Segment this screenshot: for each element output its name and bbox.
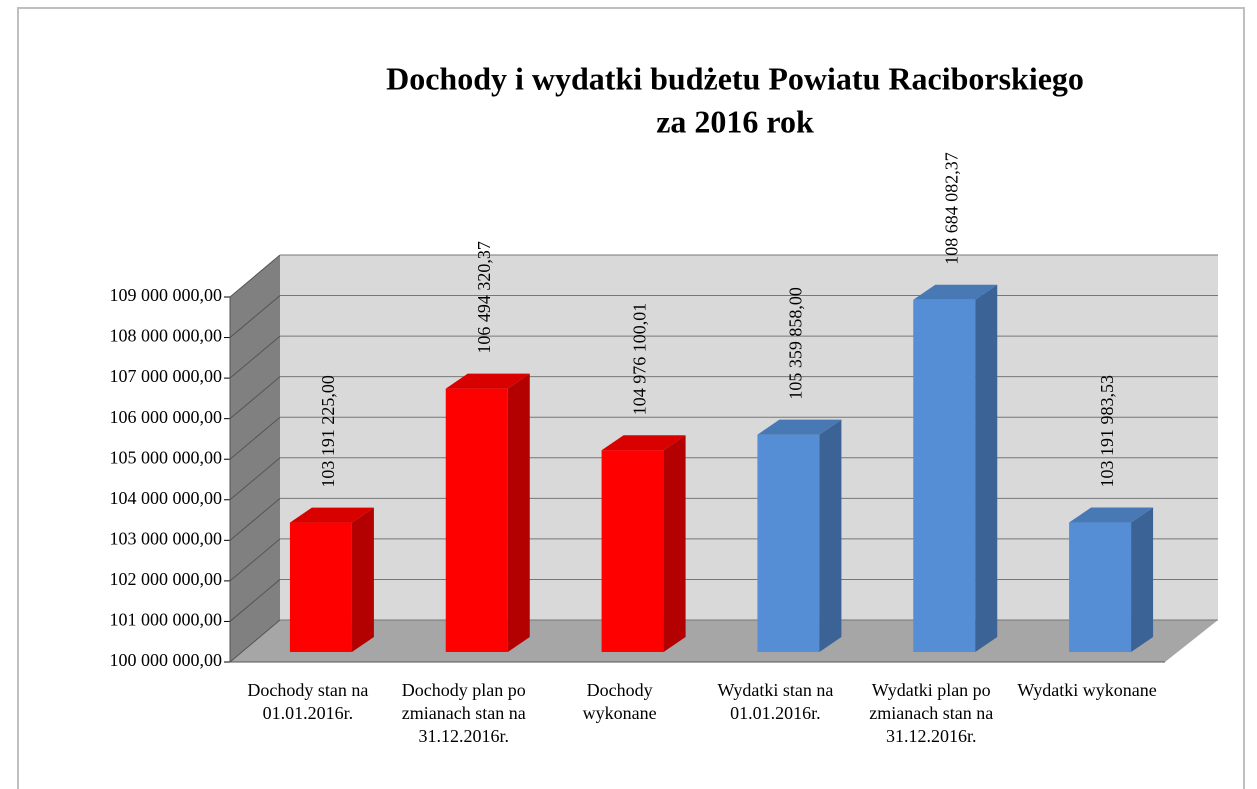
value-label: 104 976 100,01 [630,303,650,416]
bar-top [757,419,842,435]
bar-top [1069,507,1154,523]
y-tick-label: 109 000 000,00 [110,285,223,305]
bar-side [663,435,686,652]
value-label: 106 494 320,37 [474,241,494,354]
x-tick-label: Wydatki wykonane [1017,680,1157,700]
bar-front [289,522,352,652]
value-label: 103 191 225,00 [318,375,338,488]
x-tick-label: Dochody wykonane [582,680,657,723]
grid-line [229,457,281,501]
bar-top [913,284,998,300]
y-tick-label: 101 000 000,00 [110,610,223,630]
bar-top [601,435,686,451]
value-label: 103 191 983,53 [1097,375,1117,488]
x-tick-label: Wydatki stan na 01.01.2016r. [717,680,834,723]
y-tick-label: 107 000 000,00 [110,366,223,386]
bar-top [445,373,530,389]
grid-line [229,376,281,420]
value-label: 105 359 858,00 [786,287,806,400]
value-label: 108 684 082,37 [941,152,961,265]
grid-line [229,538,281,582]
bar-front [445,388,508,652]
grid-line [229,295,281,338]
grid-line [229,619,281,663]
grid-line [229,416,281,460]
grid-line [229,335,281,379]
bar-side [819,419,842,652]
bar-front [1069,522,1132,652]
grid-line [229,497,281,541]
y-tick-label: 108 000 000,00 [110,326,223,346]
bar-front [601,450,664,652]
bar-side [1131,507,1154,652]
bar-side [351,507,374,652]
grid-line [229,254,281,298]
grid-line [229,579,281,622]
bar-side [507,373,530,652]
bar-front [757,434,820,652]
y-tick-label: 106 000 000,00 [110,407,223,427]
y-tick-label: 103 000 000,00 [110,528,223,548]
y-tick-label: 100 000 000,00 [110,650,223,670]
x-tick-label: Dochody plan po zmianach stan na 31.12.2… [401,680,526,746]
bar-top [289,507,374,523]
y-tick-label: 104 000 000,00 [110,488,223,508]
bar-side [975,284,998,652]
bar-front [913,299,976,652]
x-tick-label: Dochody stan na 01.01.2016r. [247,680,369,723]
chart-title: za 2016 rok [656,103,814,139]
chart-title: Dochody i wydatki budżetu Powiatu Racibo… [386,60,1084,96]
side-wall [230,255,280,662]
y-tick-label: 102 000 000,00 [110,569,223,589]
x-tick-label: Wydatki plan po zmianach stan na 31.12.2… [869,680,994,746]
y-tick-label: 105 000 000,00 [110,447,223,467]
